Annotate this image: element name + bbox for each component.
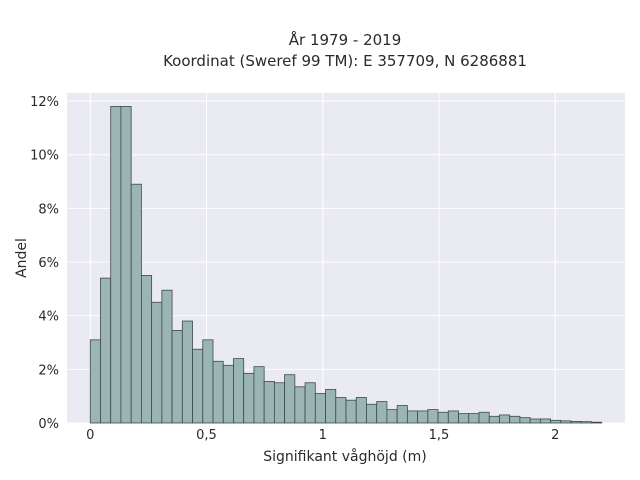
histogram-bar [243,372,255,424]
x-tick-label: 1 [319,428,327,443]
x-tick-label: 0 [86,428,94,443]
y-tick-label: 2% [38,363,59,378]
histogram-bar [192,348,204,424]
histogram-bar [519,417,531,424]
histogram-bar [161,289,173,424]
histogram-bars [89,106,603,424]
histogram-bar [417,410,429,424]
histogram-bar [335,397,347,424]
y-tick-label: 10% [30,149,59,164]
histogram-bar [488,415,500,424]
histogram-bar [529,418,541,424]
x-tick-label: 1,5 [429,428,450,443]
histogram-bar [355,397,367,424]
x-axis-ticks: 0 0,5 1 1,5 2 [86,428,559,443]
x-axis-label: Signifikant våghöjd (m) [263,448,426,465]
chart-subtitle: Koordinat (Sweref 99 TM): E 357709, N 62… [163,52,527,70]
y-tick-label: 4% [38,310,59,325]
histogram-bar [550,419,562,424]
histogram-bar [212,360,224,424]
histogram-bar [580,421,592,424]
histogram-bar [437,411,449,424]
histogram-bar [366,403,378,424]
histogram-bar [447,410,459,424]
histogram-bar [140,275,153,424]
histogram-bar [345,399,357,424]
histogram-bar [376,401,388,424]
histogram-bar [294,386,306,424]
histogram-bar [539,418,551,424]
x-tick-label: 2 [551,428,559,443]
histogram-bar [100,277,112,424]
histogram-bar [509,415,521,424]
x-tick-label: 0,5 [196,428,217,443]
histogram-bar [110,106,122,424]
histogram-bar [89,339,101,424]
histogram-bar [222,364,234,424]
histogram-bar [120,106,132,424]
histogram-bar [130,183,142,424]
histogram-bar [406,410,419,424]
y-tick-label: 12% [30,95,59,110]
histogram-bar [233,358,245,424]
histogram-bar [151,301,163,424]
histogram-bar [202,339,214,424]
histogram-bar [325,389,337,424]
histogram-bar [427,409,439,424]
histogram-bar [499,414,511,424]
y-tick-label: 0% [38,417,59,432]
histogram-bar [263,381,275,424]
histogram-bar [468,413,480,424]
y-axis-ticks: 0% 2% 4% 6% 8% 10% 12% [30,95,59,432]
histogram-bar [396,405,408,424]
histogram-bar [591,421,603,424]
histogram-bar [570,420,582,424]
histogram-bar [458,413,470,424]
histogram-bar [478,411,490,424]
chart-title: År 1979 - 2019 [289,30,402,49]
histogram-bar [560,420,572,424]
y-tick-label: 6% [38,256,59,271]
histogram-bar [314,393,326,424]
histogram-bar [386,409,398,424]
histogram-bar [171,330,183,424]
histogram-bar [253,366,265,424]
y-tick-label: 8% [38,202,59,217]
histogram-bar [181,320,193,424]
y-axis-label: Andel [14,238,30,278]
histogram-bar [284,374,296,424]
histogram-bar [273,382,286,424]
histogram-bar [304,382,316,424]
